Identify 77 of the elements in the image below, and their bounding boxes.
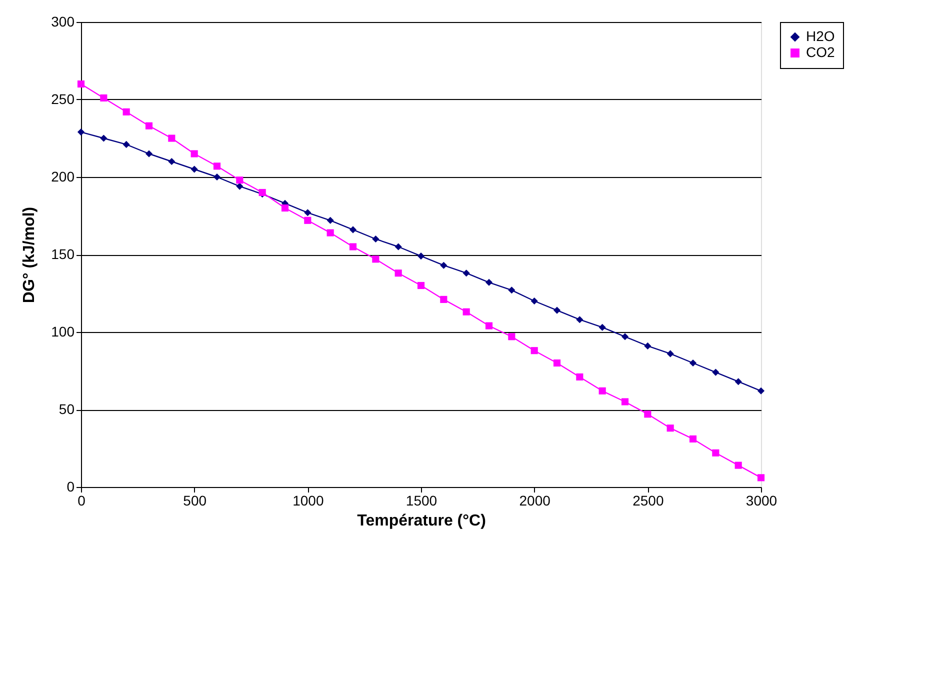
legend-label: CO2: [806, 44, 835, 60]
point: [757, 387, 765, 394]
point: [462, 270, 470, 277]
x-tick-label: 0: [78, 492, 86, 508]
point: [508, 286, 516, 294]
point: [100, 94, 108, 102]
point: [621, 398, 629, 406]
point: [168, 134, 176, 142]
y-tick-label: 0: [66, 478, 75, 494]
point: [122, 140, 130, 148]
y-tick-label: 200: [51, 168, 75, 184]
point: [77, 128, 85, 136]
point: [281, 204, 289, 212]
point: [666, 424, 674, 432]
point: [417, 252, 425, 260]
y-axis-title: DG° (kJ/mol): [21, 206, 38, 304]
x-axis-title: Température (°C): [357, 512, 486, 530]
point: [553, 359, 561, 367]
y-tick-label: 300: [51, 14, 75, 30]
point: [734, 378, 742, 386]
point: [644, 342, 652, 350]
y-tick-label: 150: [51, 246, 75, 262]
point: [689, 435, 697, 442]
point: [236, 176, 244, 184]
point: [372, 235, 380, 243]
point: [689, 359, 697, 367]
point: [621, 333, 629, 340]
point: [326, 216, 334, 224]
point: [190, 166, 198, 173]
point: [417, 282, 425, 290]
x-tick-label: 2500: [632, 492, 664, 508]
point: [530, 347, 538, 354]
point: [349, 243, 357, 250]
point: [145, 122, 153, 130]
point: [122, 108, 130, 116]
point: [304, 216, 312, 224]
x-tick-label: 1500: [406, 492, 438, 508]
point: [440, 296, 448, 303]
point: [100, 134, 108, 142]
point: [462, 308, 470, 316]
point: [530, 297, 538, 305]
point: [326, 229, 334, 236]
point: [485, 278, 493, 286]
x-tick-label: 3000: [746, 492, 778, 508]
point: [712, 368, 720, 376]
x-tick-label: 500: [183, 492, 207, 508]
point: [190, 150, 198, 158]
point: [304, 209, 312, 216]
y-tick-label: 100: [51, 324, 75, 340]
point: [553, 306, 561, 314]
point: [576, 373, 584, 380]
point: [77, 80, 85, 88]
point: [372, 256, 380, 263]
legend-label: H2O: [806, 28, 835, 44]
x-tick-label: 2000: [519, 492, 551, 508]
point: [213, 162, 221, 170]
point: [598, 324, 606, 331]
point: [168, 158, 176, 166]
point: [440, 262, 448, 269]
point: [734, 462, 742, 469]
point: [712, 449, 720, 456]
point: [598, 387, 606, 394]
point: [508, 333, 516, 340]
point: [349, 226, 357, 234]
point: [213, 173, 221, 181]
point: [757, 474, 765, 482]
point: [236, 182, 244, 190]
point: [485, 322, 493, 330]
y-tick-label: 50: [58, 401, 75, 417]
point: [145, 150, 153, 158]
y-tick-label: 250: [51, 91, 75, 107]
point: [576, 316, 584, 324]
point: [644, 410, 652, 418]
point: [394, 270, 402, 277]
x-tick-label: 1000: [292, 492, 324, 508]
point: [666, 350, 674, 358]
point: [394, 243, 402, 250]
